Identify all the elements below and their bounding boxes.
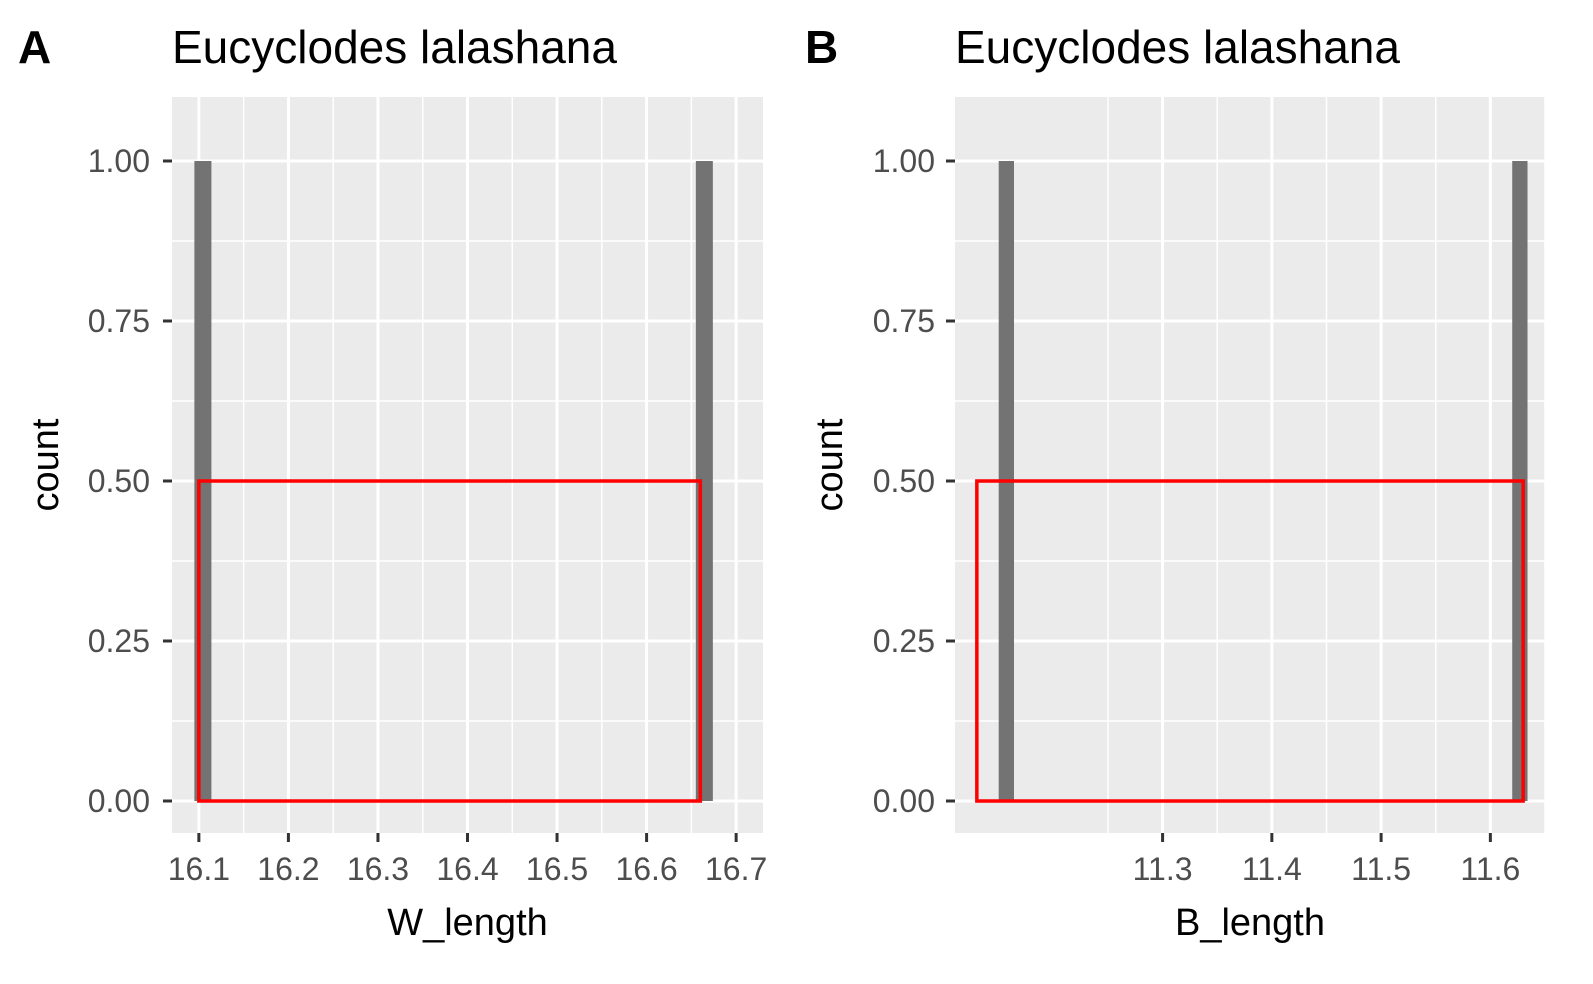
y-tick-label: 0.00 [873,783,935,819]
x-tick-label: 11.3 [1133,851,1193,887]
x-tick-label: 16.1 [168,851,230,887]
y-tick-label: 0.75 [873,303,935,339]
y-tick-label: 0.25 [88,623,150,659]
x-tick-label: 16.6 [615,851,677,887]
x-tick-label: 11.4 [1242,851,1302,887]
chart-title: Eucyclodes lalashana [955,21,1400,73]
x-tick-label: 16.2 [257,851,319,887]
x-tick-label: 11.5 [1351,851,1411,887]
panel-tag: B [805,21,838,73]
x-tick-label: 16.7 [705,851,767,887]
x-tick-label: 11.6 [1460,851,1520,887]
x-axis-title: W_length [387,902,548,944]
overlay-rectangle [975,479,1525,803]
panel-a: A Eucyclodes lalashana 0.00 0.25 0.50 0.75 1.0… [18,21,767,944]
chart-title: Eucyclodes lalashana [172,21,617,73]
y-tick-label: 1.00 [88,143,150,179]
overlay-rectangle [197,479,703,803]
y-axis-title: count [809,418,851,511]
plot-background [955,97,1545,833]
y-tick-label: 0.00 [88,783,150,819]
x-tick-label: 16.4 [436,851,498,887]
y-tick-label: 0.25 [873,623,935,659]
y-tick-label: 1.00 [873,143,935,179]
y-tick-label: 0.75 [88,303,150,339]
y-axis-title: count [25,418,67,511]
panel-tag: A [18,21,51,73]
x-tick-label: 16.3 [347,851,409,887]
panel-b: B Eucyclodes lalashana 0.00 0.25 0.50 0.75 1.0… [805,21,1546,944]
x-axis-title: B_length [1175,902,1325,944]
y-tick-label: 0.50 [88,463,150,499]
x-tick-label: 16.5 [526,851,588,887]
y-tick-label: 0.50 [873,463,935,499]
